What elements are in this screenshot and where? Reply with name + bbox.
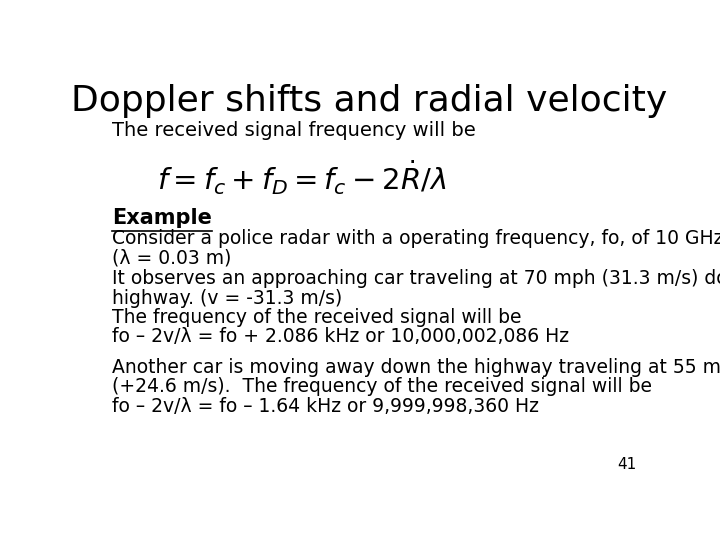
Text: Consider a police radar with a operating frequency, fo, of 10 GHz.: Consider a police radar with a operating… bbox=[112, 229, 720, 248]
Text: fo – 2v/λ = fo – 1.64 kHz or 9,999,998,360 Hz: fo – 2v/λ = fo – 1.64 kHz or 9,999,998,3… bbox=[112, 396, 539, 416]
Text: The frequency of the received signal will be: The frequency of the received signal wil… bbox=[112, 308, 522, 327]
Text: Example: Example bbox=[112, 208, 212, 228]
Text: Another car is moving away down the highway traveling at 55 mph: Another car is moving away down the high… bbox=[112, 358, 720, 377]
Text: highway. (v = -31.3 m/s): highway. (v = -31.3 m/s) bbox=[112, 288, 343, 307]
Text: Doppler shifts and radial velocity: Doppler shifts and radial velocity bbox=[71, 84, 667, 118]
Text: It observes an approaching car traveling at 70 mph (31.3 m/s) down the: It observes an approaching car traveling… bbox=[112, 269, 720, 288]
Text: (λ = 0.03 m): (λ = 0.03 m) bbox=[112, 248, 232, 268]
Text: $f = f_c + f_D = f_c - 2\dot{R}/\lambda$: $f = f_c + f_D = f_c - 2\dot{R}/\lambda$ bbox=[158, 158, 446, 197]
Text: (+24.6 m/s).  The frequency of the received signal will be: (+24.6 m/s). The frequency of the receiv… bbox=[112, 377, 652, 396]
Text: fo – 2v/λ = fo + 2.086 kHz or 10,000,002,086 Hz: fo – 2v/λ = fo + 2.086 kHz or 10,000,002… bbox=[112, 327, 570, 346]
Text: The received signal frequency will be: The received signal frequency will be bbox=[112, 121, 476, 140]
Text: 41: 41 bbox=[618, 457, 637, 472]
